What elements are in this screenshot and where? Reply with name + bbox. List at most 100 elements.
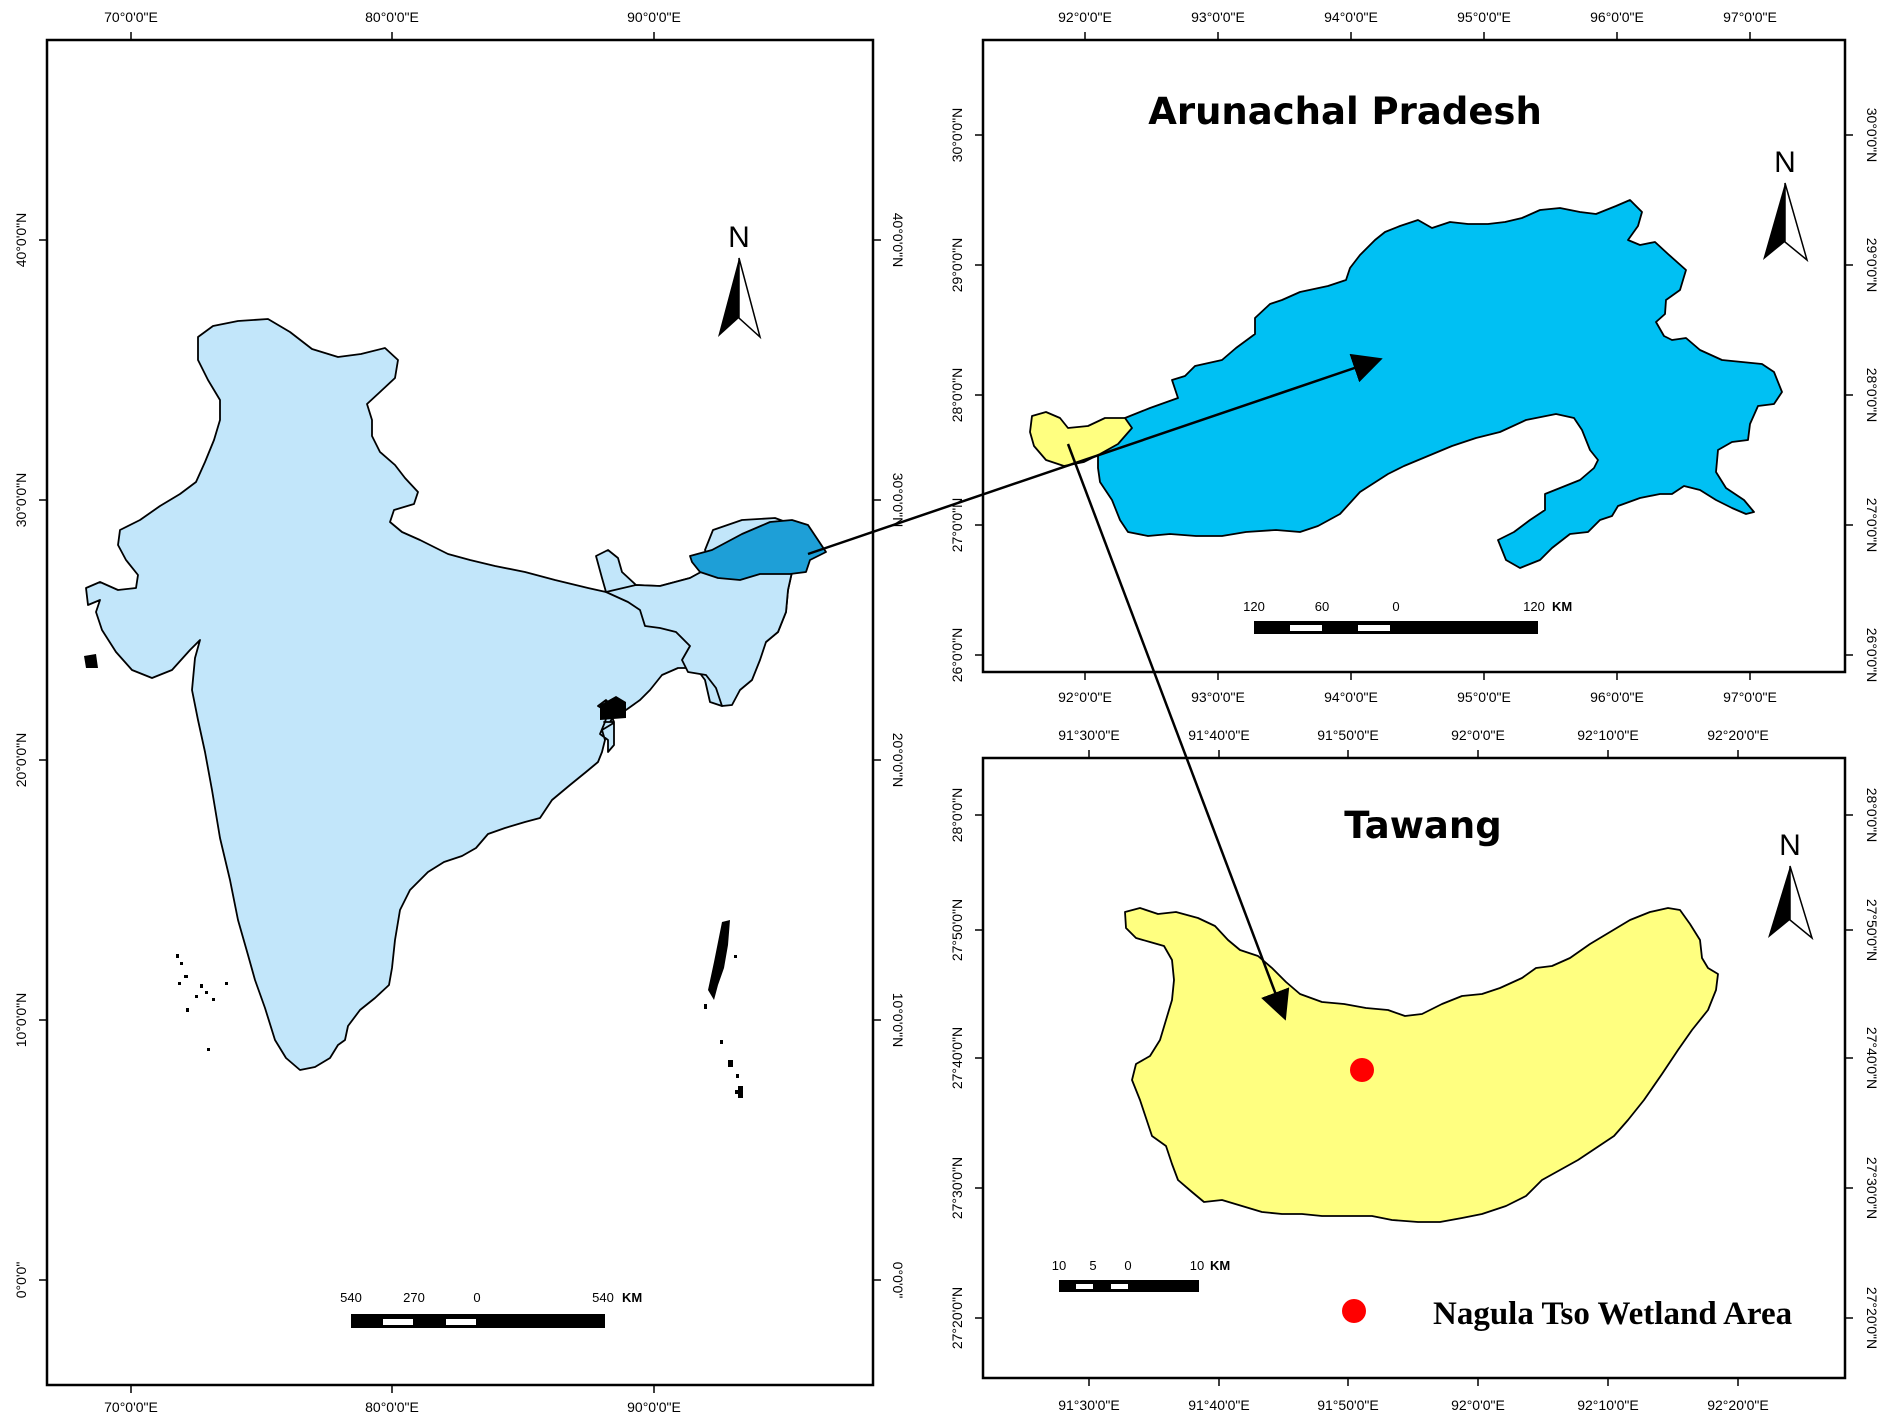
india-left-tick-1: 40°0'0"N — [13, 213, 29, 268]
andaman-nicobar-islands — [704, 920, 743, 1098]
tawang-top-tick-3: 91°50'0"E — [1317, 727, 1379, 743]
india-frame — [45, 38, 875, 1387]
arunachal-left-tick-3: 28°0'0"N — [949, 368, 965, 423]
tawang-right-tick-1: 28°0'0"N — [1864, 788, 1880, 843]
arunachal-top-tick-6: 97°0'0"E — [1723, 9, 1777, 25]
arunachal-top-tick-5: 96°0'0"E — [1590, 9, 1644, 25]
tawang-top-tick-2: 91°40'0"E — [1188, 727, 1250, 743]
wetland-legend: Nagula Tso Wetland Area — [1342, 1296, 1792, 1332]
india-arunachal-highlight — [689, 519, 827, 581]
tawang-left-tick-3: 27°40'0"N — [949, 1027, 965, 1089]
india-left-tick-4: 10°0'0"N — [13, 993, 29, 1048]
arunachal-bottom-tick-6: 97°0'0"E — [1723, 689, 1777, 705]
india-scale-label-4: 540 — [592, 1290, 614, 1305]
arunachal-top-tick-2: 93°0'0"E — [1191, 9, 1245, 25]
arunachal-bottom-tick-3: 94°0'0"E — [1324, 689, 1378, 705]
tawang-scale-unit: KM — [1210, 1258, 1230, 1273]
tawang-bottom-tick-3: 91°50'0"E — [1317, 1397, 1379, 1413]
arunachal-north-label: N — [1774, 146, 1796, 179]
arunachal-top-tick-4: 95°0'0"E — [1457, 9, 1511, 25]
tawang-scale-label-4: 10 — [1190, 1258, 1204, 1273]
tawang-right-tick-3: 27°40'0"N — [1864, 1027, 1880, 1089]
arunachal-north-arrow: N — [1763, 146, 1809, 263]
tawang-bottom-tick-6: 92°20'0"E — [1707, 1397, 1769, 1413]
arunachal-left-tick-1: 30°0'0"N — [949, 108, 965, 163]
india-top-tick-1: 70°0'0"E — [104, 9, 158, 25]
india-left-tick-3: 20°0'0"N — [13, 733, 29, 788]
tawang-bottom-tick-1: 91°30'0"E — [1058, 1397, 1120, 1413]
tawang-north-arrow: N — [1768, 829, 1814, 941]
arunachal-title: Arunachal Pradesh — [1148, 90, 1542, 133]
arunachal-top-tick-1: 92°0'0"E — [1058, 9, 1112, 25]
india-scale-label-1: 540 — [340, 1290, 362, 1305]
india-right-tick-4: 10°0'0"N — [890, 993, 906, 1048]
arunachal-scale-label-2: 60 — [1315, 599, 1329, 614]
tawang-left-tick-5: 27°20'0"N — [949, 1287, 965, 1349]
india-north-label: N — [728, 221, 750, 254]
tawang-scale-label-3: 0 — [1124, 1258, 1131, 1273]
tawang-top-tick-4: 92°0'0"E — [1451, 727, 1505, 743]
arunachal-bottom-tick-1: 92°0'0"E — [1058, 689, 1112, 705]
india-top-tick-3: 90°0'0"E — [627, 9, 681, 25]
india-left-tick-5: 0°0'0" — [13, 1262, 29, 1299]
arunachal-top-tick-3: 94°0'0"E — [1324, 9, 1378, 25]
india-mainland-shape — [85, 318, 819, 1071]
arunachal-right-tick-2: 29°0'0"N — [1864, 238, 1880, 293]
lakshadweep-islands — [176, 954, 228, 1051]
arunachal-tawang-highlight — [1029, 411, 1133, 467]
arunachal-bottom-tick-4: 95°0'0"E — [1457, 689, 1511, 705]
arunachal-left-tick-2: 29°0'0"N — [949, 238, 965, 293]
tawang-bottom-tick-5: 92°10'0"E — [1577, 1397, 1639, 1413]
arunachal-bottom-tick-5: 96°0'0"E — [1590, 689, 1644, 705]
arunachal-scale-bar: 120 60 0 120 KM — [1243, 599, 1572, 634]
arunachal-scale-unit: KM — [1552, 599, 1572, 614]
india-right-tick-2: 30°0'0"N — [890, 473, 906, 528]
tawang-left-tick-1: 28°0'0"N — [949, 788, 965, 843]
legend-wetland-label: Nagula Tso Wetland Area — [1433, 1296, 1792, 1332]
india-panel: 70°0'0"E 80°0'0"E 90°0'0"E 70°0'0"E 80°0… — [13, 9, 906, 1415]
arunachal-right-tick-1: 30°0'0"N — [1864, 108, 1880, 163]
arunachal-left-tick-4: 27°0'0"N — [949, 498, 965, 553]
arunachal-to-tawang-arrow — [1066, 443, 1290, 1021]
arunachal-scale-label-1: 120 — [1243, 599, 1265, 614]
arunachal-right-tick-3: 28°0'0"N — [1864, 368, 1880, 423]
india-right-tick-3: 20°0'0"N — [890, 733, 906, 788]
tawang-right-tick-2: 27°50'0"N — [1864, 899, 1880, 961]
arunachal-left-tick-5: 26°0'0"N — [949, 628, 965, 683]
india-bottom-tick-2: 80°0'0"E — [365, 1399, 419, 1415]
india-right-tick-5: 0°0'0" — [890, 1262, 906, 1299]
india-scale-unit: KM — [622, 1290, 642, 1305]
arunachal-tick-marks — [975, 32, 1853, 680]
india-tick-marks — [39, 32, 881, 1393]
india-top-tick-2: 80°0'0"E — [365, 9, 419, 25]
india-kutch-mark — [84, 654, 98, 668]
tawang-scale-label-1: 10 — [1052, 1258, 1066, 1273]
tawang-panel: 91°30'0"E 91°40'0"E 91°50'0"E 92°0'0"E 9… — [949, 727, 1880, 1413]
arunachal-state-shape — [1097, 199, 1783, 569]
tawang-top-tick-5: 92°10'0"E — [1577, 727, 1639, 743]
arunachal-scale-label-4: 120 — [1523, 599, 1545, 614]
india-bottom-tick-1: 70°0'0"E — [104, 1399, 158, 1415]
india-to-arunachal-arrow — [807, 353, 1383, 556]
tawang-frame — [981, 756, 1847, 1380]
tawang-right-tick-5: 27°20'0"N — [1864, 1287, 1880, 1349]
tawang-left-tick-4: 27°30'0"N — [949, 1157, 965, 1219]
india-sundarbans-mark — [600, 696, 626, 720]
tawang-right-tick-4: 27°30'0"N — [1864, 1157, 1880, 1219]
india-right-tick-1: 40°0'0"N — [890, 213, 906, 268]
tawang-bottom-tick-2: 91°40'0"E — [1188, 1397, 1250, 1413]
tawang-district-shape — [1124, 907, 1719, 1223]
arunachal-right-tick-5: 26°0'0"N — [1864, 628, 1880, 683]
tawang-tick-marks — [975, 750, 1853, 1386]
india-left-tick-2: 30°0'0"N — [13, 473, 29, 528]
india-scale-label-3: 0 — [473, 1290, 480, 1305]
arunachal-right-tick-4: 27°0'0"N — [1864, 498, 1880, 553]
wetland-location-marker — [1350, 1058, 1374, 1082]
tawang-scale-label-2: 5 — [1089, 1258, 1096, 1273]
arunachal-bottom-tick-2: 93°0'0"E — [1191, 689, 1245, 705]
tawang-top-tick-6: 92°20'0"E — [1707, 727, 1769, 743]
tawang-top-tick-1: 91°30'0"E — [1058, 727, 1120, 743]
tawang-north-label: N — [1779, 829, 1801, 862]
arunachal-frame — [981, 38, 1847, 674]
